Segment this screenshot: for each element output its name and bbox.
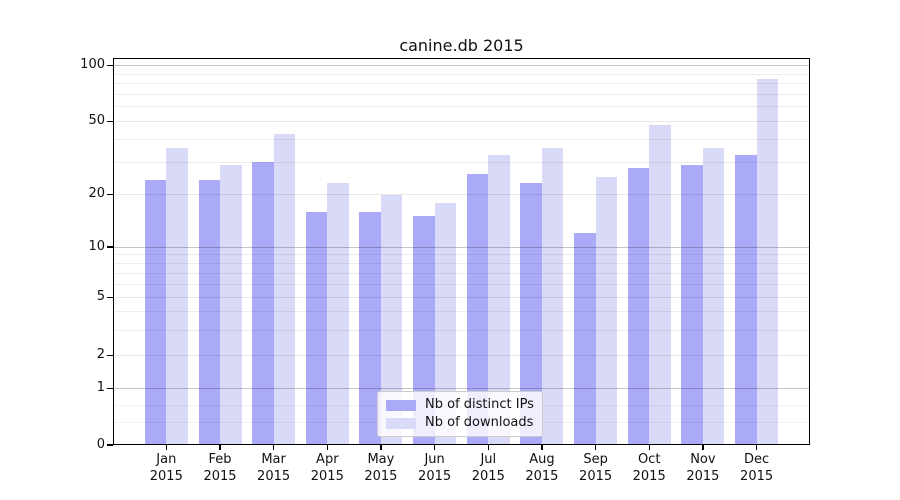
y-tick-mark-20 [107, 193, 113, 195]
x-tick-mark-dec [755, 445, 758, 450]
y-tick-mark-10 [107, 246, 113, 248]
y-tick-label-2: 2 [96, 347, 105, 362]
x-tick-label-sep: Sep 2015 [579, 452, 613, 484]
x-tick-label-feb: Feb 2015 [203, 452, 237, 484]
bar-ips-jun [413, 216, 435, 444]
bar-ips-sep [574, 233, 596, 444]
bar-ips-dec [735, 154, 757, 444]
legend-item-downloads: Nb of downloads [386, 415, 534, 431]
x-tick-mark-jan [165, 445, 168, 450]
x-tick-mark-sep [594, 445, 597, 450]
y-tick-mark-2 [107, 354, 113, 356]
bar-downloads-feb [220, 164, 242, 444]
y-tick-mark-0 [107, 444, 113, 446]
legend-swatch-downloads [386, 417, 416, 429]
x-tick-mark-feb [219, 445, 221, 450]
legend-item-distinct-ips: Nb of distinct IPs [386, 397, 534, 413]
bar-ips-aug [520, 183, 542, 444]
bar-ips-oct [627, 167, 650, 444]
bar-ips-jan [144, 180, 167, 444]
x-tick-mark-aug [541, 445, 543, 450]
y-tick-label-20: 20 [88, 186, 105, 201]
x-tick-label-nov: Nov 2015 [686, 452, 720, 484]
y-tick-mark-50 [107, 120, 113, 122]
bar-downloads-dec [756, 78, 779, 444]
x-tick-label-may: May 2015 [364, 452, 398, 484]
y-tick-mark-1 [107, 387, 113, 389]
y-tick-label-1: 1 [96, 380, 105, 395]
bar-ips-nov [681, 164, 703, 444]
bar-ips-feb [198, 180, 220, 444]
x-tick-mark-jun [433, 445, 436, 450]
x-tick-label-dec: Dec 2015 [740, 452, 774, 484]
bar-ips-mar [252, 162, 274, 444]
bar-downloads-sep [595, 176, 618, 444]
legend: Nb of distinct IPs Nb of downloads [377, 391, 543, 437]
bars-layer [113, 58, 810, 445]
bar-ips-may [359, 211, 381, 444]
bar-downloads-jun [434, 202, 457, 444]
y-tick-label-50: 50 [88, 113, 105, 128]
x-tick-label-jul: Jul 2015 [471, 452, 505, 484]
legend-label-downloads: Nb of downloads [425, 415, 534, 430]
y-tick-mark-5 [107, 296, 113, 299]
bar-ips-jul [466, 173, 489, 444]
plot-area [113, 58, 810, 445]
y-tick-label-0: 0 [96, 436, 105, 452]
y-tick-label-5: 5 [96, 289, 105, 305]
y-tick-label-10: 10 [88, 238, 105, 254]
x-tick-mark-may [380, 445, 382, 450]
bar-downloads-aug [541, 147, 564, 444]
bar-downloads-oct [649, 124, 671, 444]
y-tick-label-100: 100 [80, 57, 105, 72]
x-tick-mark-mar [272, 445, 275, 450]
bar-ips-apr [305, 211, 328, 444]
chart-title: canine.db 2015 [399, 36, 524, 55]
x-tick-mark-jul [487, 445, 489, 450]
x-tick-label-mar: Mar 2015 [257, 452, 291, 484]
x-tick-label-oct: Oct 2015 [632, 452, 666, 484]
bar-downloads-apr [327, 183, 349, 444]
x-tick-label-apr: Apr 2015 [310, 452, 344, 484]
bar-downloads-jul [488, 154, 510, 444]
legend-label-distinct-ips: Nb of distinct IPs [425, 397, 534, 412]
x-tick-mark-oct [648, 445, 650, 450]
bar-downloads-jan [166, 147, 188, 444]
x-tick-label-jun: Jun 2015 [418, 452, 452, 484]
y-tick-mark-100 [107, 64, 113, 66]
x-tick-mark-apr [326, 445, 328, 450]
legend-swatch-distinct-ips [386, 399, 416, 411]
bar-downloads-mar [273, 133, 296, 444]
x-tick-mark-nov [702, 445, 704, 450]
x-tick-label-jan: Jan 2015 [149, 452, 183, 484]
bar-downloads-may [380, 194, 403, 444]
x-tick-label-aug: Aug 2015 [525, 452, 559, 484]
bar-downloads-nov [702, 147, 725, 444]
